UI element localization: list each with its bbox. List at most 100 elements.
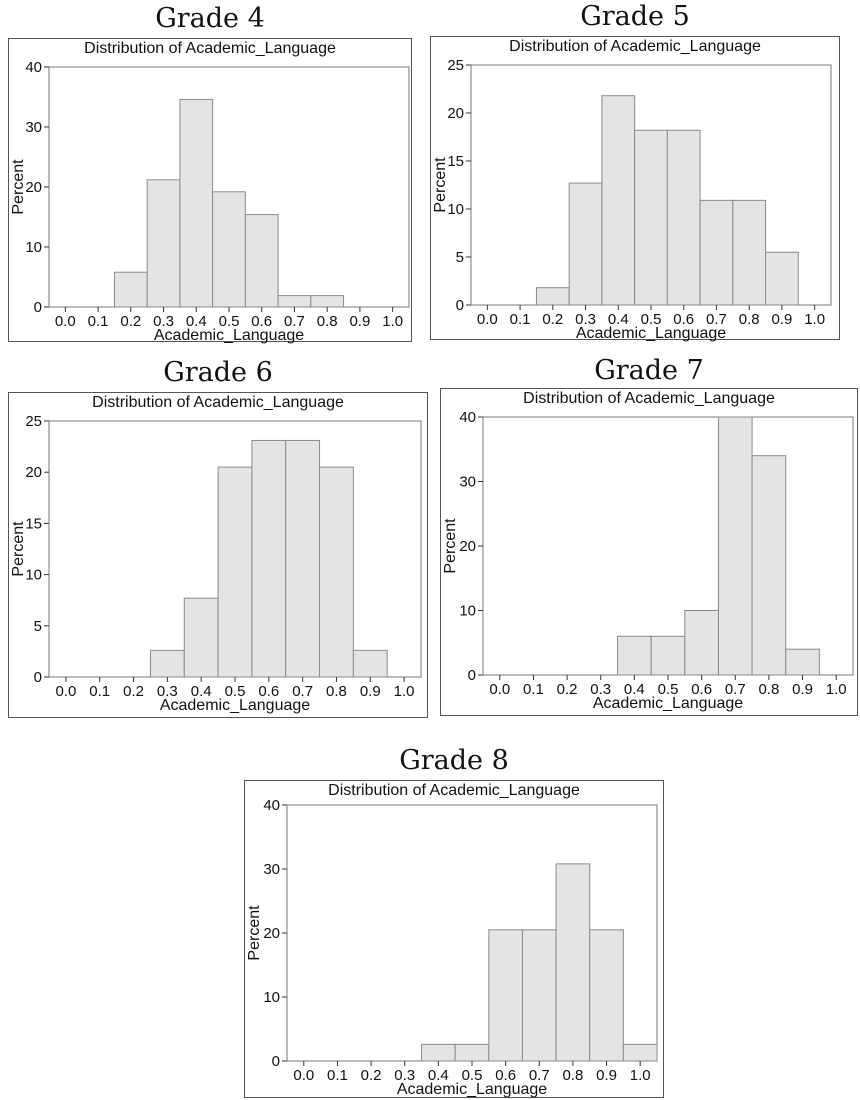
y-tick-label: 20 xyxy=(447,105,464,122)
x-tick-label: 0.8 xyxy=(317,313,338,330)
histogram-bar xyxy=(717,416,753,676)
y-tick-label: 5 xyxy=(34,618,42,635)
x-tick-label: 0.7 xyxy=(284,313,305,330)
chart-title: Distribution of Academic_Language xyxy=(523,390,775,407)
x-tick-label: 0.8 xyxy=(562,1067,583,1084)
chart-frame: Distribution of Academic_Language 0 10 20 3… xyxy=(440,388,858,716)
y-tick-label: 30 xyxy=(459,474,476,491)
x-tick-label: 0.1 xyxy=(523,681,544,698)
y-tick-label: 40 xyxy=(459,409,476,426)
x-tick-label: 0.2 xyxy=(123,683,144,700)
histogram-bar xyxy=(146,179,181,308)
x-tick-label: 0.6 xyxy=(495,1067,516,1084)
x-tick-label: 0.9 xyxy=(596,1067,617,1084)
x-tick-label: 0.7 xyxy=(706,311,727,328)
x-tick-label: 0.8 xyxy=(326,683,347,700)
y-tick-label: 20 xyxy=(25,464,42,481)
y-tick-label: 15 xyxy=(447,153,464,170)
x-axis-label: Academic_Language xyxy=(160,697,310,714)
chart-title: Distribution of Academic_Language xyxy=(84,40,336,57)
x-tick-label: 0.4 xyxy=(191,683,212,700)
x-tick-label: 1.0 xyxy=(382,313,403,330)
x-tick-label: 0.7 xyxy=(529,1067,550,1084)
x-tick-label: 0.3 xyxy=(394,1067,415,1084)
y-tick-label: 0 xyxy=(34,299,42,316)
grade-title: Grade 8 xyxy=(399,745,509,776)
y-tick-label: 15 xyxy=(25,515,42,532)
histogram-bar xyxy=(751,455,787,676)
y-tick-label: 0 xyxy=(34,669,42,686)
histogram-bar xyxy=(319,466,354,678)
histogram-bar xyxy=(285,439,321,678)
x-tick-label: 1.0 xyxy=(826,681,847,698)
histogram-svg: 0 5 10 15 20 25 0.0 0.1 0.2 0.3 0.4 0.5 0.6 0.7 0.8 0.9… xyxy=(10,413,422,714)
y-tick-label: 0 xyxy=(468,667,476,684)
histogram-bar xyxy=(251,439,287,678)
chart-frame: Distribution of Academic_Language 0 10 20 3… xyxy=(8,38,412,344)
x-tick-label: 0.1 xyxy=(510,311,531,328)
y-tick-label: 20 xyxy=(459,538,476,555)
x-tick-label: 0.6 xyxy=(258,683,279,700)
x-tick-label: 0.5 xyxy=(641,311,662,328)
histogram-bar xyxy=(622,1043,658,1062)
histogram-bar xyxy=(535,287,570,306)
histogram-bar xyxy=(521,929,557,1062)
x-tick-label: 0.3 xyxy=(590,681,611,698)
grade-title: Grade 7 xyxy=(594,355,704,386)
x-tick-label: 0.5 xyxy=(225,683,246,700)
x-tick-label: 0.3 xyxy=(157,683,178,700)
chart-frame: Distribution of Academic_Language 0 5 10 15… xyxy=(430,36,840,342)
chart-frame: Distribution of Academic_Language 0 5 10 15… xyxy=(8,392,428,718)
histogram-bar xyxy=(244,214,279,308)
x-tick-label: 0.9 xyxy=(360,683,381,700)
y-axis-label: Percent xyxy=(442,518,459,574)
chart-title: Distribution of Academic_Language xyxy=(328,782,580,799)
histogram-bar xyxy=(555,863,591,1062)
chart-panel-grade-8: Grade 8 Distribution of Academic_Languag… xyxy=(244,746,664,1098)
x-tick-label: 0.4 xyxy=(624,681,645,698)
histogram-bar xyxy=(699,199,734,306)
chart-panel-grade-7: Grade 7 Distribution of Academic_Languag… xyxy=(440,356,858,716)
chart-panel-grade-5: Grade 5 Distribution of Academic_Languag… xyxy=(430,1,840,342)
histogram-bar xyxy=(183,597,219,678)
y-axis-label: Percent xyxy=(10,159,27,215)
x-tick-label: 0.1 xyxy=(327,1067,348,1084)
chart-title: Distribution of Academic_Language xyxy=(92,394,344,411)
y-tick-label: 10 xyxy=(25,239,42,256)
x-tick-label: 0.5 xyxy=(462,1067,483,1084)
x-tick-label: 0.4 xyxy=(186,313,207,330)
y-tick-label: 10 xyxy=(263,989,280,1006)
y-tick-label: 40 xyxy=(25,59,42,76)
histogram-bar xyxy=(617,635,652,676)
grade-title: Grade 6 xyxy=(163,357,273,388)
histogram-bar xyxy=(277,295,312,308)
chart-frame: Distribution of Academic_Language 0 10 20 3… xyxy=(244,780,664,1098)
histogram-svg: 0 10 20 30 40 0.0 0.1 0.2 0.3 0.4 0.5 0.6 0.7 0.8 0.9 1… xyxy=(442,409,854,712)
histogram-bar xyxy=(149,649,185,678)
y-tick-label: 30 xyxy=(25,119,42,136)
x-axis-label: Academic_Language xyxy=(154,327,304,344)
x-tick-label: 0.4 xyxy=(608,311,629,328)
y-tick-label: 20 xyxy=(263,925,280,942)
y-tick-label: 0 xyxy=(456,297,464,314)
histogram-bar xyxy=(666,129,701,306)
x-tick-label: 0.0 xyxy=(55,683,76,700)
chart-title: Distribution of Academic_Language xyxy=(509,38,761,55)
grade-title: Grade 5 xyxy=(580,1,690,32)
x-tick-label: 0.6 xyxy=(251,313,272,330)
histogram-bar xyxy=(634,129,668,306)
y-tick-label: 30 xyxy=(263,861,280,878)
x-tick-label: 0.9 xyxy=(771,311,792,328)
y-tick-label: 20 xyxy=(25,179,42,196)
x-tick-label: 0.0 xyxy=(55,313,76,330)
histogram-bar xyxy=(212,191,246,308)
y-tick-label: 25 xyxy=(447,57,464,74)
histogram-bar xyxy=(732,199,767,306)
x-tick-label: 0.0 xyxy=(477,311,498,328)
y-tick-label: 0 xyxy=(272,1053,280,1070)
x-axis-label: Academic_Language xyxy=(593,695,743,712)
histogram-svg: 0 10 20 30 40 0.0 0.1 0.2 0.3 0.4 0.5 0.6 0.7 0.8 0.9 1… xyxy=(246,797,658,1098)
histogram-bar xyxy=(684,610,719,676)
y-axis-label: Percent xyxy=(246,905,263,961)
x-tick-label: 0.6 xyxy=(691,681,712,698)
